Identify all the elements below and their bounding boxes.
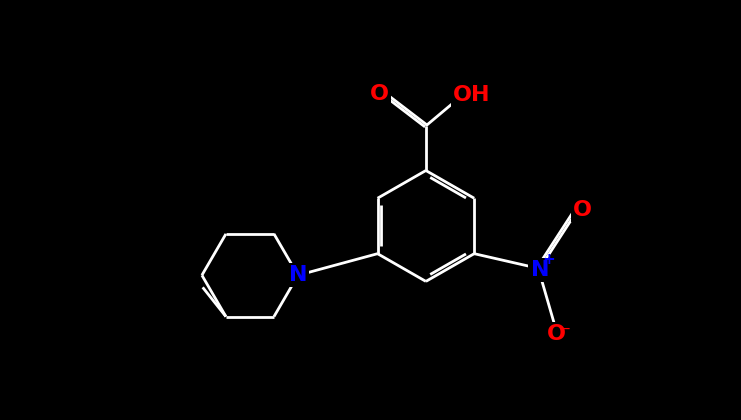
Text: OH: OH [453,85,491,105]
Text: N: N [289,265,308,285]
Text: +: + [542,252,556,267]
Text: O: O [573,200,592,220]
Text: O: O [547,324,565,344]
Text: N: N [531,260,549,280]
Text: ⁻: ⁻ [562,323,571,341]
Text: O: O [370,84,389,103]
